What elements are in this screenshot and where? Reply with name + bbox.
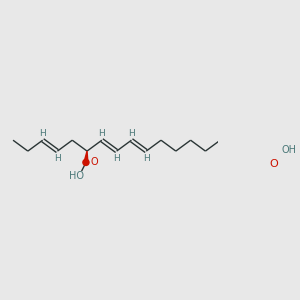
Circle shape: [83, 159, 89, 165]
Text: OH: OH: [282, 145, 297, 154]
Text: H: H: [98, 129, 105, 138]
Text: H: H: [143, 154, 150, 163]
Text: O: O: [91, 158, 98, 167]
Text: H: H: [128, 129, 135, 138]
Text: H: H: [113, 154, 120, 163]
Text: O: O: [270, 159, 278, 169]
Text: H: H: [39, 129, 46, 138]
Text: H: H: [54, 154, 61, 163]
Text: HO: HO: [69, 171, 84, 181]
Polygon shape: [84, 151, 88, 163]
